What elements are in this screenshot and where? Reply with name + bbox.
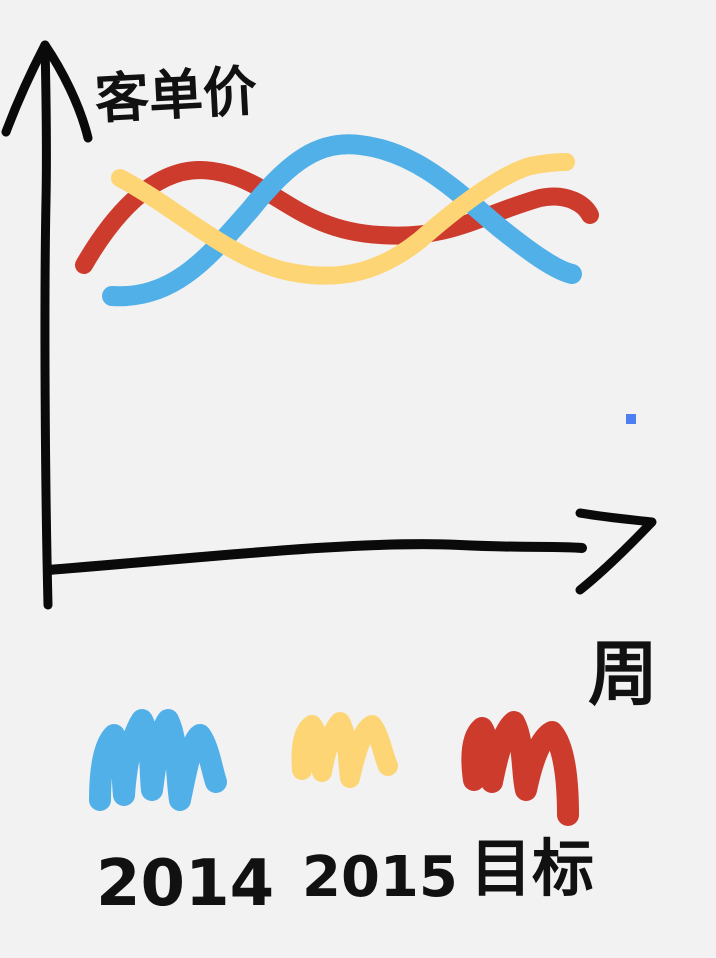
- x-axis-line: [43, 539, 587, 575]
- legend-item-2015: 2015: [291, 712, 458, 910]
- legend-label-2015: 2015: [302, 845, 458, 910]
- legend-swatch-2014: [89, 709, 227, 811]
- y-axis-label: 客单价: [93, 60, 258, 131]
- y-axis-arrowhead: [1, 40, 93, 143]
- marker-square: [626, 414, 636, 424]
- x-axis-arrowhead: [575, 508, 657, 595]
- series-line-target: [75, 160, 599, 274]
- legend-item-target: 目标: [461, 711, 594, 905]
- legend-label-2014: 2014: [96, 847, 274, 921]
- legend-item-2014: 2014: [89, 709, 274, 921]
- x-axis-label: 周: [588, 633, 658, 715]
- plot-area: [75, 134, 599, 307]
- series-line-2014: [102, 134, 582, 307]
- series-line-2015: [111, 153, 575, 285]
- legend-label-target: 目标: [470, 832, 594, 905]
- y-axis-line: [40, 40, 53, 610]
- legend-swatch-target: [461, 711, 579, 826]
- legend-swatch-2015: [291, 712, 398, 788]
- legend: 2014 2015 目标: [89, 709, 594, 921]
